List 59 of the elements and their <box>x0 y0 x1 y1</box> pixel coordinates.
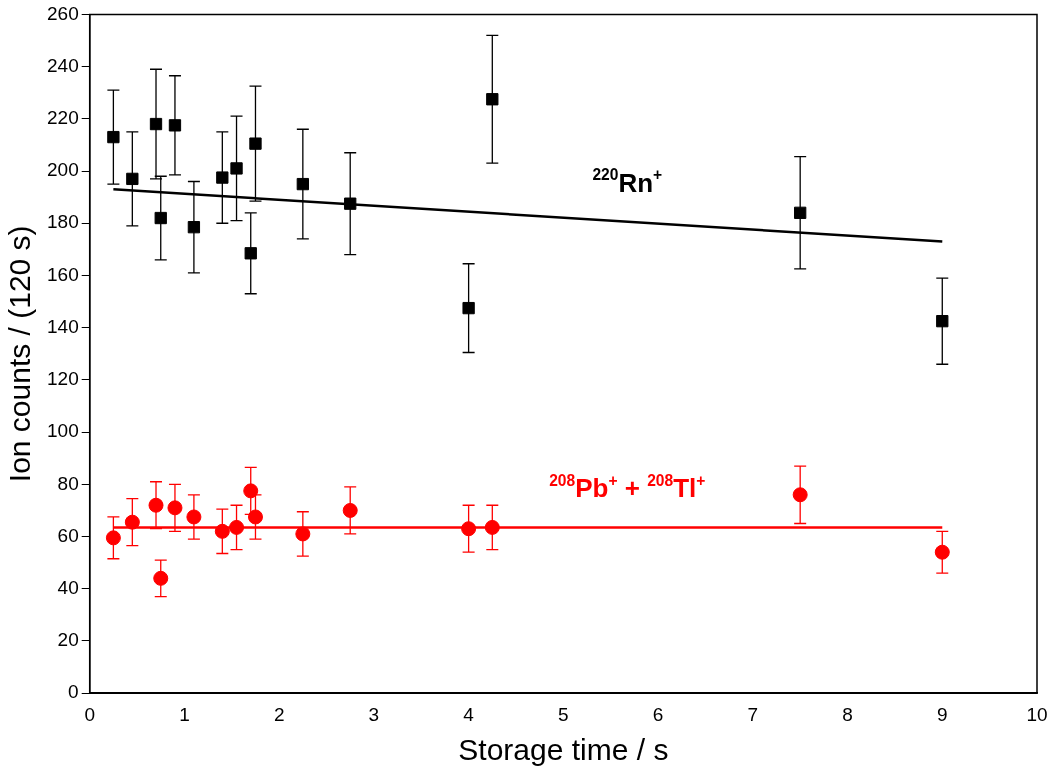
point <box>230 162 243 175</box>
x-tick-label: 8 <box>842 703 853 725</box>
point <box>247 509 263 525</box>
y-tick-label: 160 <box>47 263 79 285</box>
x-axis-title: Storage time / s <box>458 733 669 767</box>
point <box>342 502 358 518</box>
point <box>153 570 169 586</box>
point <box>486 93 499 106</box>
point <box>214 523 230 539</box>
x-tick-label: 3 <box>368 703 380 725</box>
x-tick-label: 1 <box>179 703 190 725</box>
x-tick-label: 6 <box>652 703 664 725</box>
point <box>124 514 140 530</box>
x-tick-label: 2 <box>273 703 285 725</box>
point <box>244 247 257 260</box>
point <box>229 519 245 535</box>
point <box>154 211 167 225</box>
x-tick-label: 9 <box>936 703 948 725</box>
x-tick-label: 10 <box>1026 703 1048 725</box>
point <box>461 521 477 537</box>
point <box>296 177 309 191</box>
y-tick-label: 200 <box>47 159 79 181</box>
point <box>105 530 121 546</box>
x-tick-label: 4 <box>463 703 475 725</box>
point <box>148 497 164 513</box>
y-tick-label: 100 <box>47 420 79 442</box>
point <box>187 221 201 234</box>
x-tick-label: 0 <box>84 703 95 725</box>
x-tick-label: 5 <box>558 703 569 725</box>
y-tick-label: 0 <box>68 681 79 703</box>
point <box>126 172 139 186</box>
y-tick-label: 120 <box>47 368 79 390</box>
y-tick-label: 220 <box>47 107 79 129</box>
point <box>792 487 808 503</box>
point <box>934 544 950 560</box>
point <box>344 197 357 210</box>
y-axis-title: Ion counts / (120 s) <box>3 225 37 483</box>
y-tick-label: 40 <box>57 577 79 598</box>
y-tick-label: 20 <box>57 629 79 651</box>
point <box>936 315 949 328</box>
x-tick-label: 7 <box>747 703 759 725</box>
point <box>186 509 202 525</box>
y-tick-label: 80 <box>57 472 79 494</box>
y-tick-label: 60 <box>57 524 79 546</box>
point <box>149 117 163 131</box>
point <box>462 301 475 315</box>
point <box>168 119 182 132</box>
y-tick-label: 260 <box>47 2 79 24</box>
y-tick-label: 240 <box>47 54 79 76</box>
point <box>107 130 120 144</box>
point <box>484 519 500 535</box>
y-tick-label: 180 <box>47 211 79 233</box>
point <box>794 206 807 219</box>
point <box>216 171 229 184</box>
point <box>243 483 259 499</box>
point <box>167 500 183 516</box>
point <box>295 526 311 542</box>
point <box>249 137 262 150</box>
y-tick-label: 140 <box>47 315 79 337</box>
